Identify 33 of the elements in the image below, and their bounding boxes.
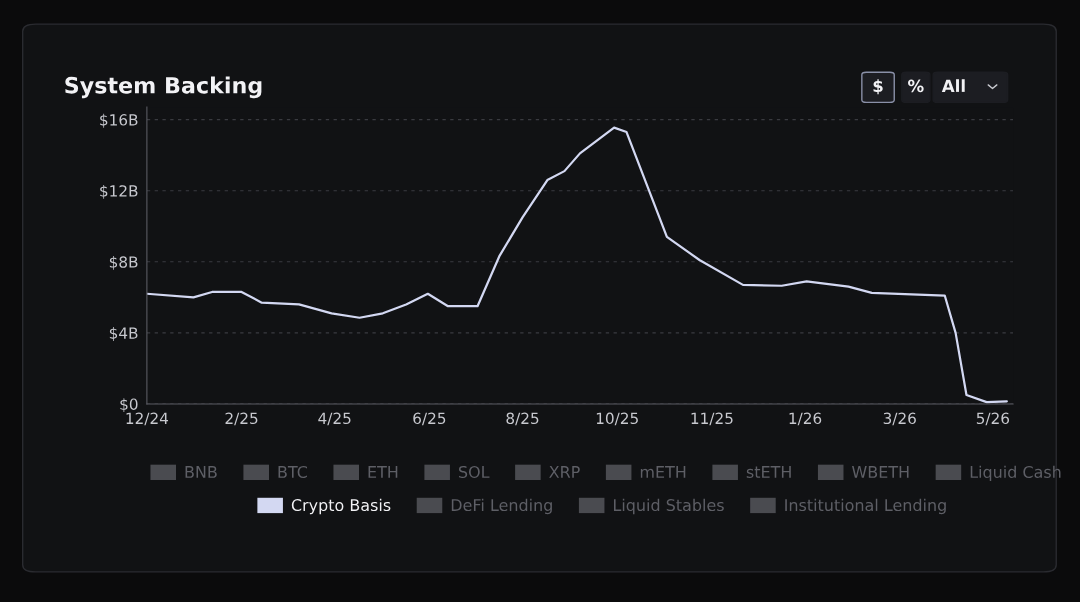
legend-label: Institutional Lending [785,498,946,515]
line-series [146,126,1008,404]
y-tick-label: $16B [100,113,138,128]
legend-label: BNB [185,466,217,478]
x-tick-label: 4/25 [318,412,351,426]
x-tick-label: 1/26 [789,412,822,426]
text: % [908,79,924,93]
y-tick-label: $0 [120,398,138,412]
legend-label: ETH [368,466,398,478]
text: All [941,79,965,92]
x-tick-label: 5/26 [976,412,1010,426]
y-tick-label: $12B [100,184,138,199]
chart-title: System Backing [65,76,262,99]
text: $ [873,79,883,95]
x-tick-label: 2/25 [225,412,258,426]
legend-label: stETH [746,466,791,478]
legend-label: XRP [549,466,580,478]
legend-label: WBETH [852,466,909,478]
x-tick-label: 11/25 [691,412,733,426]
legend-label: DeFi Lending [451,498,552,515]
x-tick-label: 12/24 [126,412,169,426]
legend-label: Liquid Stables [614,498,724,515]
x-tick-label: 10/25 [596,412,638,426]
y-tick-label: $8B [109,255,138,270]
legend-label: Crypto Basis [291,498,391,515]
y-tick-label: $4B [109,327,138,341]
x-tick-label: 6/25 [413,412,446,426]
legend-label: SOL [459,465,490,478]
x-tick-label: 3/26 [883,412,916,426]
legend-label: BTC [278,465,308,478]
legend-label: Liquid Cash [970,465,1061,482]
legend-label: mETH [640,466,686,478]
x-tick-label: 8/25 [506,412,539,426]
